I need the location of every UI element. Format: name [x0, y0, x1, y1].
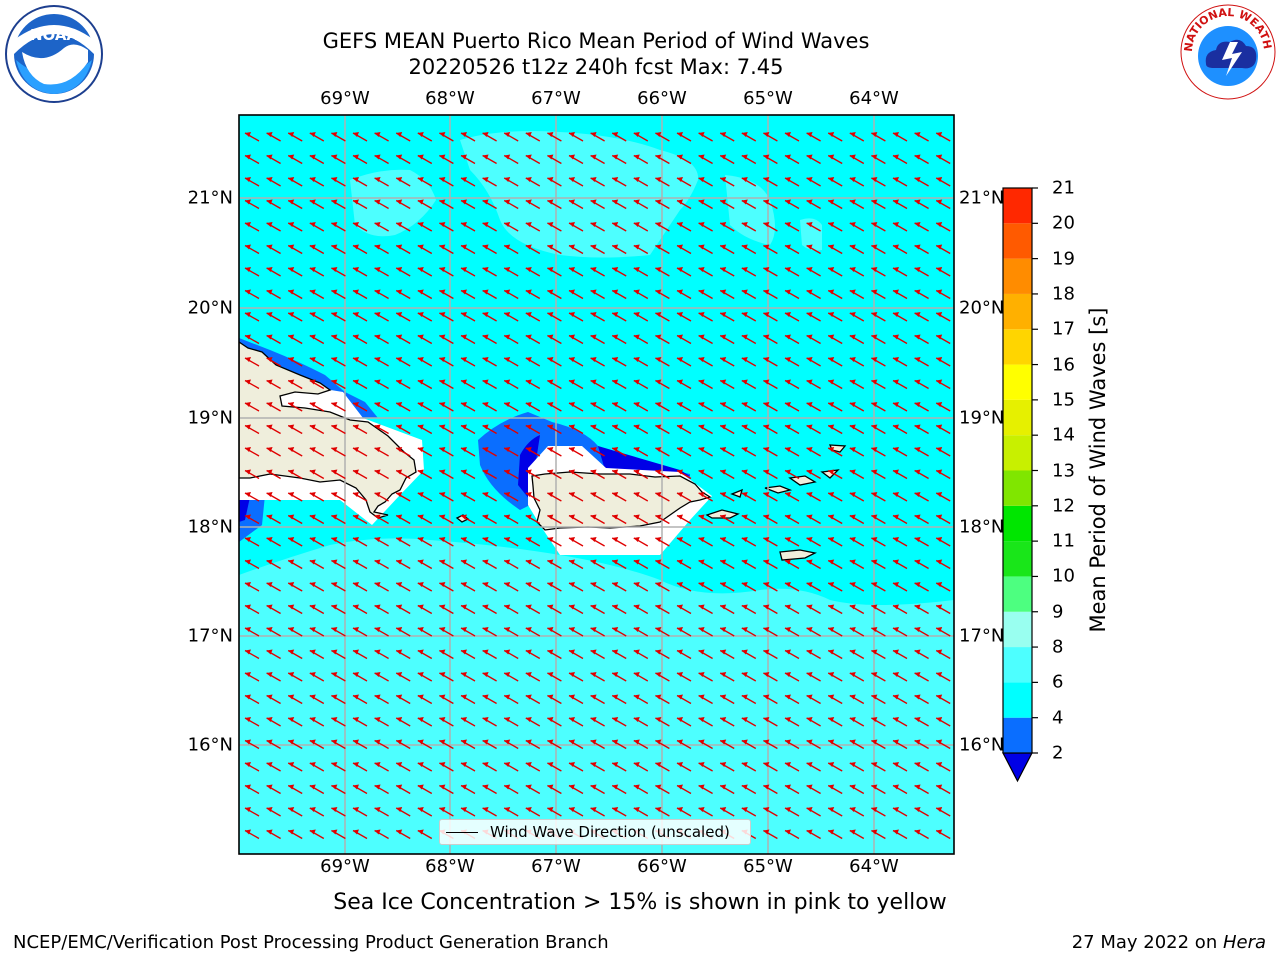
colorbar-tick-label: 6: [1052, 671, 1064, 693]
colorbar-segment: [1003, 647, 1032, 683]
footer-credit: NCEP/EMC/Verification Post Processing Pr…: [13, 932, 609, 953]
longitude-tick-label: 67°W: [531, 856, 581, 877]
colorbar-tick-label: 18: [1052, 283, 1075, 305]
period-band-6-8-northwest: [350, 169, 436, 237]
colorbar-tick-label: 16: [1052, 354, 1075, 376]
colorbar-tick-label: 9: [1052, 601, 1064, 623]
footer-date: 27 May 2022 on Hera: [1072, 932, 1266, 953]
colorbar-tick-label: 15: [1052, 389, 1075, 411]
longitude-tick-label: 64°W: [849, 856, 899, 877]
legend-label: Wind Wave Direction (unscaled): [490, 823, 730, 841]
colorbar-segment: [1003, 188, 1032, 224]
sea-ice-note-text: Sea Ice Concentration > 15% is shown in …: [333, 890, 947, 915]
colorbar-segment: [1003, 717, 1032, 753]
colorbar-segment: [1003, 470, 1032, 506]
latitude-tick-label: 20°N: [187, 297, 233, 319]
noaa-logo: NOAA: [4, 4, 104, 104]
land-virgin-islands-c: [788, 475, 817, 486]
latitude-tick-label: 16°N: [959, 734, 1005, 756]
latitude-tick-label: 20°N: [959, 297, 1005, 319]
longitude-tick-label: 68°W: [425, 856, 475, 877]
period-band-6-8-northeast: [725, 175, 775, 245]
colorbar-segment: [1003, 576, 1032, 612]
colorbar-tick-label: 11: [1052, 530, 1075, 552]
period-band-6-8-east: [800, 218, 822, 251]
noaa-logo-text: NOAA: [30, 26, 79, 44]
period-band-6-8-southeast: [700, 635, 954, 720]
latitude-tick-label: 21°N: [959, 187, 1005, 209]
colorbar-tick-label: 8: [1052, 636, 1064, 658]
latitude-tick-label: 18°N: [187, 516, 233, 538]
colorbar-segment: [1003, 364, 1032, 400]
land-virgin-islands-a: [730, 488, 743, 498]
map-frame: [238, 114, 955, 855]
longitude-tick-label: 69°W: [320, 88, 370, 109]
colorbar-segment: [1003, 682, 1032, 718]
latitude-tick-label: 16°N: [187, 734, 233, 756]
colorbar-tick-label: 4: [1052, 707, 1064, 729]
colorbar-segment: [1003, 293, 1032, 330]
colorbar-segment: [1003, 223, 1032, 259]
colorbar-segment: [1003, 258, 1032, 294]
latitude-tick-label: 21°N: [187, 187, 233, 209]
longitude-tick-label: 68°W: [425, 88, 475, 109]
colorbar-tick-label: 17: [1052, 318, 1075, 340]
sea-ice-note: Sea Ice Concentration > 15% is shown in …: [0, 890, 1280, 915]
longitude-tick-label: 65°W: [743, 856, 793, 877]
colorbar-tick-label: 19: [1052, 248, 1075, 270]
colorbar-segment: [1003, 399, 1032, 436]
nws-logo: NATIONAL WEATHER SERVICE: [1174, 0, 1278, 102]
land-vieques: [705, 509, 740, 519]
period-band-0-2-hispaniola: [239, 495, 250, 522]
colorbar: [1002, 187, 1038, 783]
colorbar-label: Mean Period of Wind Waves [s]: [1086, 307, 1110, 633]
longitude-tick-label: 67°W: [531, 88, 581, 109]
legend: Wind Wave Direction (unscaled): [439, 819, 751, 845]
colorbar-tick-label: 21: [1052, 177, 1075, 199]
chart-title: GEFS MEAN Puerto Rico Mean Period of Win…: [322, 29, 870, 53]
wind-wave-direction-arrows: [244, 132, 951, 840]
longitude-tick-label: 64°W: [849, 88, 899, 109]
latitude-tick-label: 18°N: [959, 516, 1005, 538]
colorbar-extension: [1002, 752, 1033, 783]
longitude-tick-label: 65°W: [743, 88, 793, 109]
land-virgin-islands-b: [764, 485, 793, 494]
latitude-tick-label: 17°N: [187, 625, 233, 647]
period-band-6-8-south: [239, 538, 954, 854]
colorbar-tick-label: 14: [1052, 424, 1075, 446]
colorbar-segment: [1003, 505, 1032, 542]
colorbar-tick-label: 13: [1052, 460, 1075, 481]
footer-host: Hera: [1222, 932, 1266, 953]
latitude-tick-label: 19°N: [959, 407, 1005, 429]
colorbar-segment: [1003, 329, 1032, 365]
footer-date-text: 27 May 2022 on: [1071, 932, 1223, 953]
longitude-tick-label: 66°W: [637, 88, 687, 109]
longitude-tick-label: 66°W: [637, 856, 687, 877]
land-st-croix: [779, 549, 817, 561]
colorbar-tick-label: 20: [1052, 212, 1075, 234]
latitude-tick-label: 17°N: [959, 625, 1005, 647]
longitude-tick-label: 69°W: [320, 856, 370, 877]
colorbar-segment: [1003, 541, 1032, 577]
legend-line-swatch: [446, 832, 478, 833]
colorbar-tick-label: 2: [1052, 742, 1064, 764]
colorbar-tick-label: 12: [1052, 495, 1075, 517]
colorbar-segment: [1003, 435, 1032, 471]
colorbar-segment: [1003, 611, 1032, 648]
land-hispaniola: [239, 341, 417, 519]
colorbar-tick-label: 10: [1052, 565, 1075, 587]
chart-subtitle: 20220526 t12z 240h fcst Max: 7.45: [408, 55, 784, 79]
latitude-tick-label: 19°N: [187, 407, 233, 429]
